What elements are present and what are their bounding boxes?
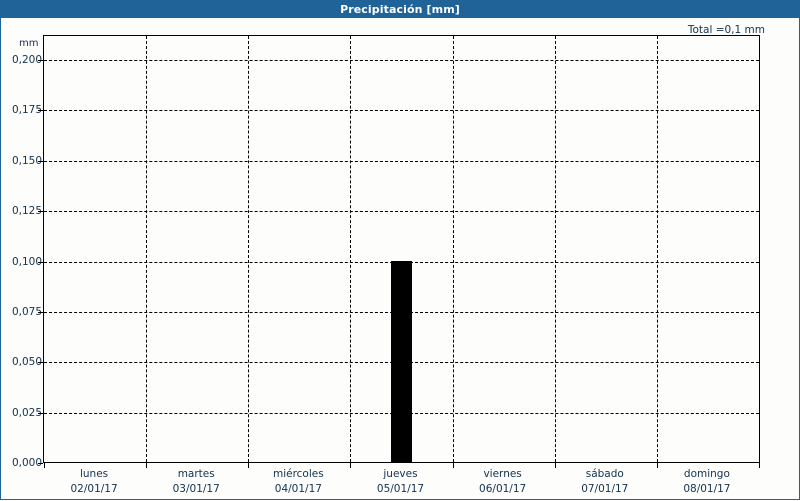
x-axis-day-name: domingo	[683, 468, 730, 480]
page-title: Precipitación [mm]	[340, 3, 460, 16]
x-axis-day-name: viernes	[483, 468, 522, 480]
gridline-vertical	[554, 36, 556, 462]
y-axis-tick-mark	[38, 60, 43, 61]
x-axis-day-name: martes	[177, 468, 215, 480]
total-precipitation-label: Total =0,1 mm	[687, 24, 765, 36]
x-axis-date: 02/01/17	[70, 483, 118, 495]
x-axis-category-label: domingo 08/01/17	[656, 467, 758, 497]
x-axis-day-name: sábado	[585, 468, 624, 480]
x-axis-tick-mark	[656, 463, 658, 468]
x-axis-category-label: lunes 02/01/17	[43, 467, 145, 497]
y-axis-tick-label: 0,150	[11, 154, 42, 167]
plot-area	[43, 35, 760, 463]
y-axis-tick-label: 0,125	[11, 205, 42, 218]
gridline-horizontal	[44, 160, 759, 162]
gridline-vertical	[656, 36, 658, 462]
window-title-bar: Precipitación [mm]	[1, 1, 799, 18]
x-axis-category-label: sábado 07/01/17	[554, 467, 656, 497]
x-axis-tick-mark	[248, 463, 250, 468]
gridline-horizontal	[44, 211, 759, 213]
x-axis-date: 05/01/17	[376, 483, 425, 495]
y-axis-tick-mark	[38, 160, 43, 162]
x-axis-category-label: martes 03/01/17	[145, 467, 247, 497]
y-axis-tick-mark	[38, 311, 43, 313]
x-axis-date: 04/01/17	[274, 483, 322, 495]
bar	[391, 260, 412, 462]
x-axis-date: 07/01/17	[581, 483, 629, 495]
gridline-vertical	[452, 36, 454, 462]
y-axis: 0,000 0,025 0,050 0,075 0,100 0,125 0,150 0,175…	[1, 1, 43, 501]
x-axis: lunes 02/01/17 martes 03/01/17 miércoles 04/0…	[43, 467, 760, 499]
x-axis-tick-mark	[146, 463, 148, 468]
gridline-vertical	[146, 36, 148, 462]
y-axis-tick-label: 0,050	[11, 356, 42, 369]
y-axis-tick-mark	[38, 362, 43, 364]
x-axis-category-label: miércoles 04/01/17	[247, 467, 349, 497]
gridline-horizontal	[44, 110, 759, 112]
y-axis-tick-mark	[38, 211, 43, 213]
x-axis-tick-mark	[452, 463, 454, 468]
x-axis-date: 06/01/17	[479, 483, 527, 495]
x-axis-tick-mark	[759, 463, 760, 468]
x-axis-day-name: miércoles	[272, 468, 324, 480]
x-axis-day-name: lunes	[79, 468, 109, 480]
y-axis-unit-label: mm	[19, 38, 39, 49]
y-axis-tick-mark	[38, 261, 43, 263]
x-axis-category-label: jueves 05/01/17	[349, 467, 451, 497]
gridline-horizontal	[44, 60, 759, 61]
y-axis-tick-label: 0,025	[11, 406, 42, 419]
x-axis-tick-mark	[554, 463, 556, 468]
x-axis-tick-mark	[350, 463, 352, 468]
x-axis-day-name: jueves	[383, 468, 418, 480]
gridline-vertical	[248, 36, 250, 462]
x-axis-date: 08/01/17	[683, 483, 731, 495]
y-axis-tick-label: 0,100	[11, 255, 42, 268]
gridline-vertical	[350, 36, 352, 462]
y-axis-tick-mark	[38, 412, 43, 414]
y-axis-tick-mark	[38, 463, 43, 464]
y-axis-tick-label: 0,000	[11, 457, 42, 469]
x-axis-category-label: viernes 06/01/17	[452, 467, 554, 497]
x-axis-tick-mark	[44, 463, 45, 468]
y-axis-tick-label: 0,175	[11, 104, 42, 117]
x-axis-date: 03/01/17	[172, 483, 220, 495]
y-axis-tick-mark	[38, 110, 43, 112]
y-axis-tick-label: 0,075	[11, 305, 42, 318]
y-axis-tick-label: 0,200	[11, 54, 42, 66]
